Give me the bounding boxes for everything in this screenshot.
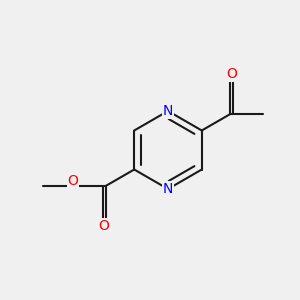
- Text: O: O: [67, 174, 78, 188]
- Text: N: N: [163, 104, 173, 118]
- Text: O: O: [99, 219, 110, 232]
- Text: O: O: [226, 68, 237, 81]
- Text: N: N: [163, 182, 173, 196]
